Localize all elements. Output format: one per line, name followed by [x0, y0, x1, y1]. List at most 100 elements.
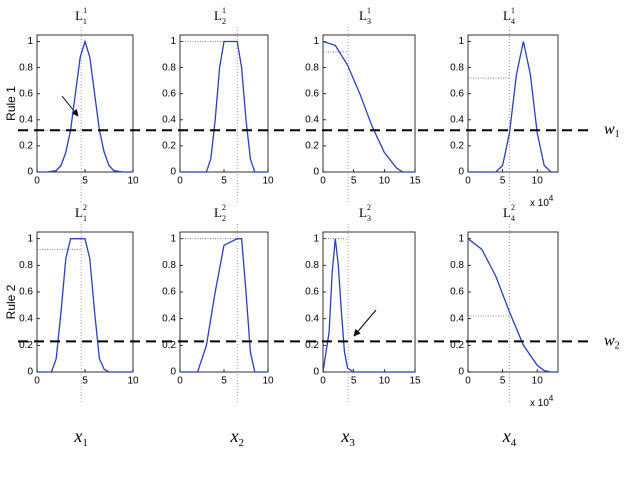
title-main: L — [75, 8, 83, 23]
y-tick-label: 0.4 — [305, 313, 319, 324]
title-sup: 2 — [222, 203, 226, 212]
y-tick-label: 0.4 — [162, 313, 176, 324]
membership-curve — [468, 41, 558, 173]
y-tick-label: 0.6 — [19, 287, 33, 298]
panel-title: L1 1 — [75, 6, 87, 26]
title-sup: 1 — [511, 6, 515, 15]
y-tick-label: 0.4 — [19, 313, 33, 324]
y-tick-label: 0.2 — [19, 141, 33, 152]
panel-title: L2 2 — [214, 203, 226, 223]
x-tick-label: 10 — [532, 376, 544, 387]
y-tick-label: 0.6 — [305, 287, 319, 298]
y-tick-label: 0 — [170, 167, 176, 178]
title-sup: 2 — [367, 203, 371, 212]
y-tick-label: 0.8 — [305, 260, 319, 271]
x-tick-label: 0 — [34, 176, 40, 187]
x-tick-label: 0 — [320, 176, 326, 187]
x-tick-label: 0 — [34, 376, 40, 387]
title-main: L — [214, 8, 222, 23]
title-sub: 2 — [222, 17, 226, 26]
y-tick-label: 0.4 — [450, 313, 464, 324]
y-tick-label: 0.6 — [19, 88, 33, 99]
x-tick-label: 10 — [379, 176, 391, 187]
x-scale-base: x 10 — [530, 198, 549, 209]
y-tick-label: 0.8 — [450, 260, 464, 271]
y-tick-label: 1 — [170, 233, 176, 244]
y-tick-label: 0 — [27, 367, 33, 378]
weight-label: w1 — [604, 121, 620, 141]
x-scale-exp: 4 — [549, 394, 554, 403]
title-main: L — [75, 205, 83, 220]
title-main: L — [503, 205, 511, 220]
x-tick-label: 5 — [82, 176, 88, 187]
y-tick-label: 0.2 — [19, 340, 33, 351]
x-tick-label: 0 — [177, 376, 183, 387]
y-tick-label: 1 — [170, 36, 176, 47]
title-main: L — [359, 8, 367, 23]
y-tick-label: 0.4 — [162, 114, 176, 125]
x-tick-label: 0 — [465, 376, 471, 387]
x-tick-label: 10 — [379, 376, 391, 387]
membership-curve — [467, 238, 558, 373]
weight-sub: 2 — [615, 341, 620, 352]
y-tick-label: 0.4 — [19, 114, 33, 125]
title-sub: 3 — [367, 17, 371, 26]
x-tick-label: 15 — [409, 176, 421, 187]
panel-title: L2 4 — [503, 203, 515, 223]
y-tick-label: 0.6 — [162, 88, 176, 99]
input-label: x2 — [229, 426, 244, 448]
x-tick-label: 10 — [532, 176, 544, 187]
membership-curve — [322, 238, 415, 373]
y-tick-label: 0.8 — [305, 62, 319, 73]
y-tick-label: 0.2 — [450, 340, 464, 351]
arrow — [353, 309, 377, 337]
y-tick-label: 0 — [458, 167, 464, 178]
x-tick-label: 5 — [351, 376, 357, 387]
x-tick-label: 15 — [409, 376, 421, 387]
y-tick-label: 1 — [27, 36, 33, 47]
panel-title: L2 3 — [359, 203, 371, 223]
x-tick-label: 10 — [127, 176, 139, 187]
axes-box — [467, 231, 559, 373]
membership-curve — [322, 40, 415, 173]
input-main: x — [229, 426, 238, 446]
y-tick-label: 0 — [27, 167, 33, 178]
y-tick-label: 0.8 — [162, 62, 176, 73]
rule-label: Rule 2 — [4, 284, 18, 319]
axes-box — [36, 34, 134, 173]
x-tick-label: 10 — [262, 376, 274, 387]
membership-curve — [180, 40, 268, 173]
input-sub: 3 — [349, 437, 355, 449]
x-tick-label: 10 — [262, 176, 274, 187]
input-sub: 1 — [82, 437, 88, 449]
x-scale-label: x 104 — [530, 394, 554, 409]
y-tick-label: 0.2 — [162, 340, 176, 351]
input-label: x4 — [502, 426, 517, 448]
y-tick-label: 0.6 — [162, 287, 176, 298]
title-sub: 4 — [511, 214, 515, 223]
y-tick-label: 0.6 — [305, 88, 319, 99]
weight-main: w — [604, 121, 615, 138]
y-tick-label: 0.8 — [450, 62, 464, 73]
rule-label: Rule 1 — [4, 86, 18, 121]
weight-main: w — [604, 332, 615, 349]
input-main: x — [502, 426, 511, 446]
y-tick-label: 0.8 — [19, 260, 33, 271]
title-sub: 1 — [83, 17, 87, 26]
title-sup: 2 — [83, 203, 87, 212]
x-tick-label: 5 — [351, 176, 357, 187]
y-tick-label: 1 — [458, 233, 464, 244]
membership-curve — [180, 238, 268, 373]
x-tick-label: 5 — [221, 176, 227, 187]
x-tick-label: 5 — [500, 376, 506, 387]
x-scale-base: x 10 — [530, 398, 549, 409]
title-sup: 1 — [367, 6, 371, 15]
y-tick-label: 1 — [458, 36, 464, 47]
axes-box — [467, 34, 559, 173]
x-scale-exp: 4 — [549, 194, 554, 203]
weight-label: w2 — [604, 332, 620, 352]
y-tick-label: 0.6 — [450, 88, 464, 99]
title-main: L — [214, 205, 222, 220]
title-sub: 4 — [511, 17, 515, 26]
